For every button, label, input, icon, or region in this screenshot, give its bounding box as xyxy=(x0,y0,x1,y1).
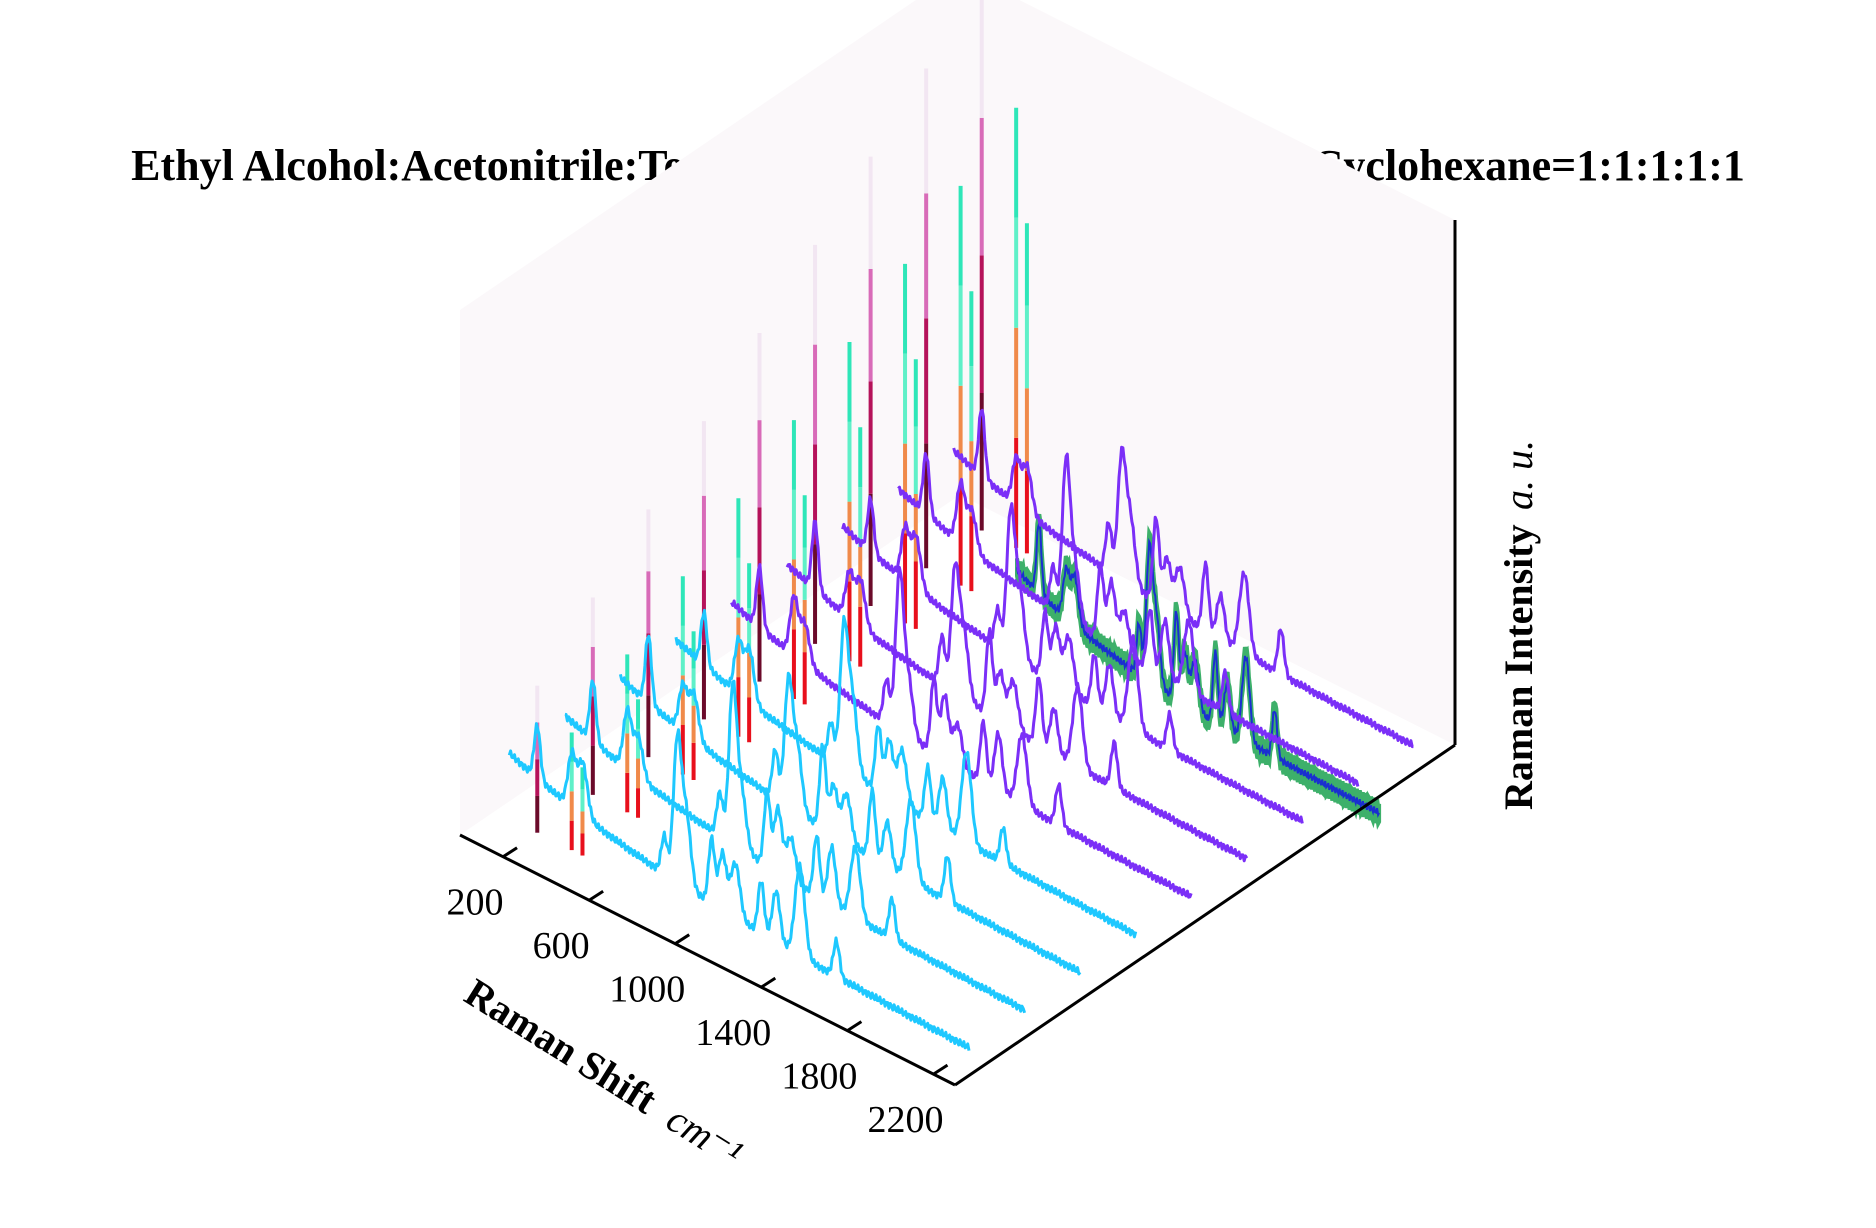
spectrum-line xyxy=(897,452,1360,787)
left-pane xyxy=(460,0,960,835)
spectrum-line xyxy=(618,634,1082,976)
projection-line xyxy=(1016,522,1380,818)
x-axis-line xyxy=(459,833,956,1087)
x-tick-label: 1800 xyxy=(781,1056,857,1098)
z-axis-unit: a. u. xyxy=(1496,440,1541,510)
x-axis-label: Raman Shift cm⁻¹ xyxy=(457,969,750,1176)
x-tick-mark xyxy=(674,933,691,945)
x-tick-mark xyxy=(588,889,604,902)
x-tick-label: 200 xyxy=(447,882,504,924)
x-tick-mark xyxy=(932,1063,949,1076)
z-axis-title: Raman Intensity xyxy=(1496,524,1541,810)
axes-panes xyxy=(460,0,1455,1085)
x-tick-label: 1400 xyxy=(695,1012,771,1054)
spectrum-line xyxy=(730,563,1193,899)
spectrum-line xyxy=(507,722,971,1051)
back-pane xyxy=(960,0,1455,745)
spectra-series xyxy=(507,408,1414,1051)
x-tick-mark xyxy=(502,846,518,859)
z-axis-label: Raman Intensity a. u. xyxy=(1496,440,1541,810)
spectrum-line xyxy=(785,519,1249,863)
x-tick-mark xyxy=(846,1020,863,1032)
x-tick-label: 600 xyxy=(533,925,590,967)
spectrum-line xyxy=(952,408,1414,749)
spectrum-line xyxy=(564,679,1027,1014)
y-axis-line xyxy=(954,743,1456,1087)
x-tick-label: 2200 xyxy=(867,1099,943,1141)
x-axis-unit: cm⁻¹ xyxy=(659,1096,750,1176)
intensity-projection xyxy=(1015,513,1382,830)
axis-lines xyxy=(459,220,1457,1087)
x-tick-mark xyxy=(760,976,777,989)
spectrum-line xyxy=(841,495,1304,824)
spectrum-line xyxy=(674,608,1138,939)
x-tick-label: 1000 xyxy=(609,969,685,1011)
floor-pane xyxy=(460,495,1455,1085)
